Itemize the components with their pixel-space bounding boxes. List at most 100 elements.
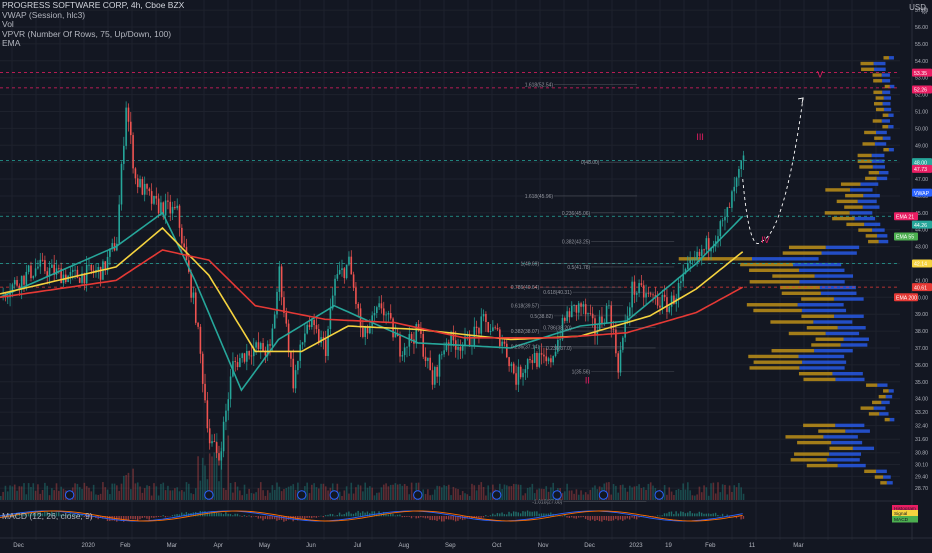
candle[interactable] xyxy=(580,303,582,306)
candle[interactable] xyxy=(694,260,696,261)
candle[interactable] xyxy=(325,339,327,356)
candle[interactable] xyxy=(446,342,448,350)
macd-legend[interactable]: MACD (12, 26, close, 9) xyxy=(2,511,93,521)
candle[interactable] xyxy=(571,306,573,318)
candle[interactable] xyxy=(183,243,185,247)
candle[interactable] xyxy=(552,356,554,362)
candle[interactable] xyxy=(295,370,297,388)
candle[interactable] xyxy=(128,108,130,122)
candle[interactable] xyxy=(327,329,329,356)
candle[interactable] xyxy=(641,283,643,285)
candle[interactable] xyxy=(311,320,313,327)
candle[interactable] xyxy=(634,282,636,295)
candle[interactable] xyxy=(543,355,545,357)
candle[interactable] xyxy=(58,268,60,269)
candle[interactable] xyxy=(244,353,246,361)
candle[interactable] xyxy=(487,322,489,332)
candle[interactable] xyxy=(16,280,18,286)
candle[interactable] xyxy=(260,343,262,349)
candle[interactable] xyxy=(620,350,622,373)
candle[interactable] xyxy=(272,328,274,345)
candle[interactable] xyxy=(146,184,148,189)
candle[interactable] xyxy=(425,357,427,361)
candle[interactable] xyxy=(37,267,39,269)
candle[interactable] xyxy=(494,327,496,328)
candle[interactable] xyxy=(216,442,218,453)
candle[interactable] xyxy=(225,411,227,422)
candle[interactable] xyxy=(668,307,670,312)
event-marker[interactable] xyxy=(298,491,306,499)
candle[interactable] xyxy=(193,292,195,297)
candle[interactable] xyxy=(179,206,181,228)
candle[interactable] xyxy=(32,276,34,278)
candle[interactable] xyxy=(302,342,304,344)
candle[interactable] xyxy=(299,345,301,361)
candle[interactable] xyxy=(255,342,257,347)
candle[interactable] xyxy=(221,451,223,460)
candle[interactable] xyxy=(346,265,348,279)
candle[interactable] xyxy=(508,357,510,366)
event-marker[interactable] xyxy=(205,491,213,499)
candle[interactable] xyxy=(601,317,603,324)
candle[interactable] xyxy=(648,293,650,294)
legend-vwap[interactable]: VWAP (Session, hlc3) xyxy=(2,11,184,21)
candle[interactable] xyxy=(279,266,281,292)
candle[interactable] xyxy=(70,272,72,276)
candle[interactable] xyxy=(578,303,580,312)
candle[interactable] xyxy=(513,364,515,374)
candle[interactable] xyxy=(241,353,243,358)
candle[interactable] xyxy=(190,272,192,298)
candle[interactable] xyxy=(209,428,211,443)
candle[interactable] xyxy=(457,347,459,350)
candle[interactable] xyxy=(490,331,492,332)
candle[interactable] xyxy=(476,327,478,328)
candle[interactable] xyxy=(357,304,359,308)
candle[interactable] xyxy=(378,303,380,307)
candle[interactable] xyxy=(237,362,239,367)
candle[interactable] xyxy=(406,347,408,348)
candle[interactable] xyxy=(35,268,37,275)
candle[interactable] xyxy=(269,344,271,346)
candle[interactable] xyxy=(548,358,550,361)
candle[interactable] xyxy=(538,353,540,367)
candle[interactable] xyxy=(587,313,589,314)
candle[interactable] xyxy=(559,339,561,340)
candle[interactable] xyxy=(645,293,647,297)
candle[interactable] xyxy=(536,353,538,367)
candle[interactable] xyxy=(678,283,680,298)
candle[interactable] xyxy=(469,335,471,347)
candle[interactable] xyxy=(197,323,199,327)
candle[interactable] xyxy=(497,328,499,330)
candle[interactable] xyxy=(427,358,429,361)
candle[interactable] xyxy=(550,358,552,362)
candle[interactable] xyxy=(274,314,276,328)
candle[interactable] xyxy=(91,265,93,271)
candle[interactable] xyxy=(248,351,250,356)
candle[interactable] xyxy=(230,377,232,400)
candle[interactable] xyxy=(532,360,534,363)
candle[interactable] xyxy=(729,207,731,208)
candle[interactable] xyxy=(650,293,652,294)
candle[interactable] xyxy=(100,267,102,280)
candle[interactable] xyxy=(169,202,171,214)
candle[interactable] xyxy=(689,260,691,263)
candle[interactable] xyxy=(606,306,608,324)
candle[interactable] xyxy=(722,220,724,221)
candle[interactable] xyxy=(44,260,46,271)
candle[interactable] xyxy=(364,327,366,337)
candle[interactable] xyxy=(381,303,383,308)
candle[interactable] xyxy=(158,199,160,214)
candle[interactable] xyxy=(42,260,44,261)
candle[interactable] xyxy=(518,367,520,385)
candle[interactable] xyxy=(276,292,278,315)
candle[interactable] xyxy=(195,292,197,322)
candle[interactable] xyxy=(506,344,508,357)
candle[interactable] xyxy=(355,288,357,304)
candle[interactable] xyxy=(202,354,204,384)
candle[interactable] xyxy=(534,353,536,363)
candle[interactable] xyxy=(149,189,151,191)
candle[interactable] xyxy=(153,196,155,204)
candle[interactable] xyxy=(337,274,339,279)
candle[interactable] xyxy=(290,352,292,359)
candle[interactable] xyxy=(483,314,485,316)
